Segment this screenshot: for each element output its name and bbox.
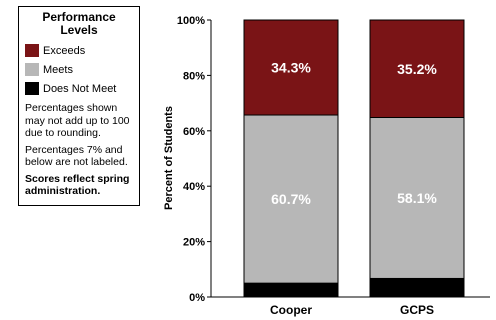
y-axis-title: Percent of Students <box>163 106 175 210</box>
y-tick-label: 40% <box>183 181 205 193</box>
x-tick-label-cooper: Cooper <box>270 303 312 317</box>
label-threshold-note: Percentages 7% and below are not labeled… <box>25 143 128 169</box>
legend-swatch-meets <box>25 63 39 76</box>
y-tick-label: 100% <box>177 15 205 27</box>
data-label-cooper-exceeds: 34.3% <box>271 60 311 76</box>
bar-segment-gcps-does-not-meet <box>369 277 465 298</box>
legend-label-does-not-meet: Does Not Meet <box>43 82 117 95</box>
y-tick-label: 80% <box>183 70 205 82</box>
legend-label-meets: Meets <box>43 63 73 76</box>
legend-swatch-exceeds <box>25 44 39 57</box>
legend: Performance Levels Exceeds Meets Does No… <box>18 6 140 206</box>
legend-title: Performance Levels <box>42 10 116 37</box>
legend-item-meets: Meets <box>23 60 135 79</box>
rounding-note: Percentages shown may not add up to 100 … <box>25 102 130 139</box>
legend-item-exceeds: Exceeds <box>23 41 135 60</box>
data-label-cooper-meets: 60.7% <box>271 191 311 207</box>
bar-segment-cooper-exceeds <box>243 19 339 116</box>
legend-label-exceeds: Exceeds <box>43 44 86 57</box>
y-tick-label: 0% <box>189 292 205 304</box>
x-tick-label-gcps: GCPS <box>400 303 434 317</box>
legend-swatch-does-not-meet <box>25 82 39 95</box>
bar-segment-cooper-meets <box>243 114 339 284</box>
administration-note: Scores reflect spring administration. <box>25 172 130 198</box>
bar-segment-gcps-exceeds <box>369 19 465 119</box>
data-label-gcps-meets: 58.1% <box>397 190 437 206</box>
bar-segment-cooper-does-not-meet <box>243 282 339 298</box>
legend-item-does-not-meet: Does Not Meet <box>23 79 135 98</box>
y-tick-label: 20% <box>183 237 205 249</box>
data-label-gcps-exceeds: 35.2% <box>397 61 437 77</box>
y-tick-label: 60% <box>183 126 205 138</box>
